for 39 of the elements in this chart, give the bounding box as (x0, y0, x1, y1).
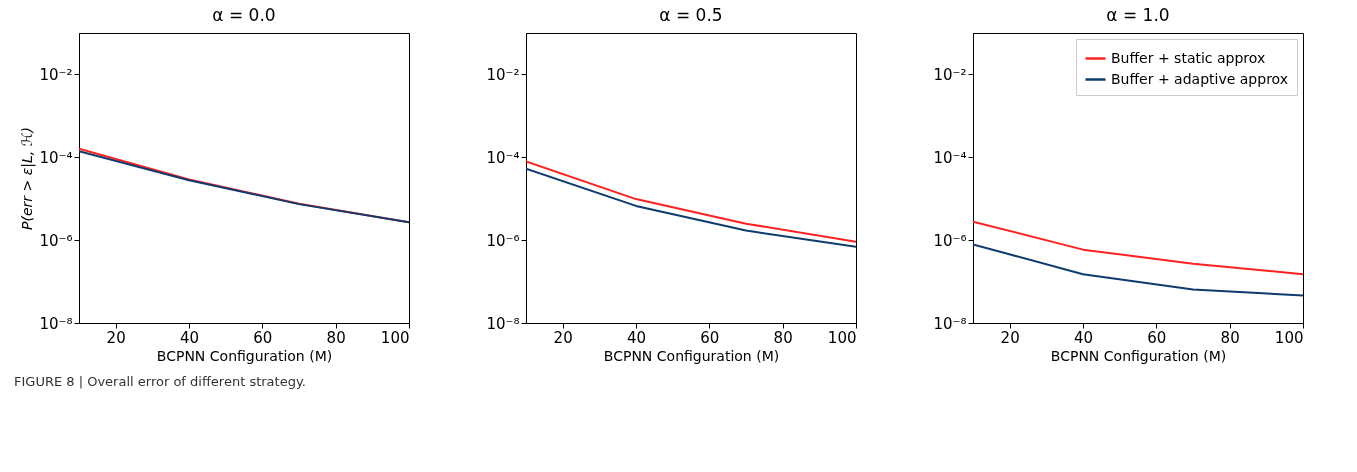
y-tick-label: 10⁻⁴ (486, 148, 520, 167)
x-tick-label: 20 (553, 328, 573, 347)
caption: FIGURE 8 | Overall error of different strategy. (14, 374, 307, 389)
y-tick-label: 10⁻⁴ (39, 148, 73, 167)
x-tick-label: 80 (326, 328, 346, 347)
x-tick-label: 20 (106, 328, 126, 347)
line-series (973, 220, 1303, 276)
legend-label: Buffer + adaptive approx (1111, 70, 1289, 87)
y-tick-label: 10⁻⁶ (486, 231, 520, 250)
x-tick-label: 40 (626, 328, 647, 347)
x-tick-label: 40 (179, 328, 200, 347)
x-tick-label: 80 (1220, 328, 1240, 347)
y-tick-label: 10⁻² (39, 65, 73, 84)
legend-label: Buffer + static approx (1111, 49, 1266, 66)
x-tick-label: 100 (827, 328, 857, 347)
y-tick-label: 10⁻² (933, 65, 967, 84)
chart-title: α = 1.0 (1106, 5, 1170, 25)
line-series (973, 243, 1303, 297)
x-tick-label: 40 (1073, 328, 1094, 347)
y-tick-label: 10⁻⁸ (933, 314, 967, 333)
y-axis-title: P(err > ε|L, ℋ) (19, 127, 37, 230)
x-tick-label: 60 (700, 328, 720, 347)
y-tick-label: 10⁻⁸ (39, 314, 73, 333)
y-tick-label: 10⁻² (486, 65, 520, 84)
y-tick-label: 10⁻⁶ (39, 231, 73, 250)
y-tick-label: 10⁻⁶ (933, 231, 967, 250)
x-axis-title: BCPNN Configuration (M) (156, 347, 333, 364)
chart-title: α = 0.0 (212, 5, 276, 25)
x-tick-label: 100 (380, 328, 410, 347)
x-tick-label: 60 (253, 328, 273, 347)
x-tick-label: 100 (1274, 328, 1304, 347)
y-tick-label: 10⁻⁴ (933, 148, 967, 167)
y-tick-label: 10⁻⁸ (486, 314, 520, 333)
x-axis-title: BCPNN Configuration (M) (603, 347, 780, 364)
x-axis-title: BCPNN Configuration (M) (1050, 347, 1227, 364)
x-tick-label: 60 (1147, 328, 1167, 347)
x-tick-label: 20 (1000, 328, 1020, 347)
chart-title: α = 0.5 (659, 5, 723, 25)
x-tick-label: 80 (773, 328, 793, 347)
